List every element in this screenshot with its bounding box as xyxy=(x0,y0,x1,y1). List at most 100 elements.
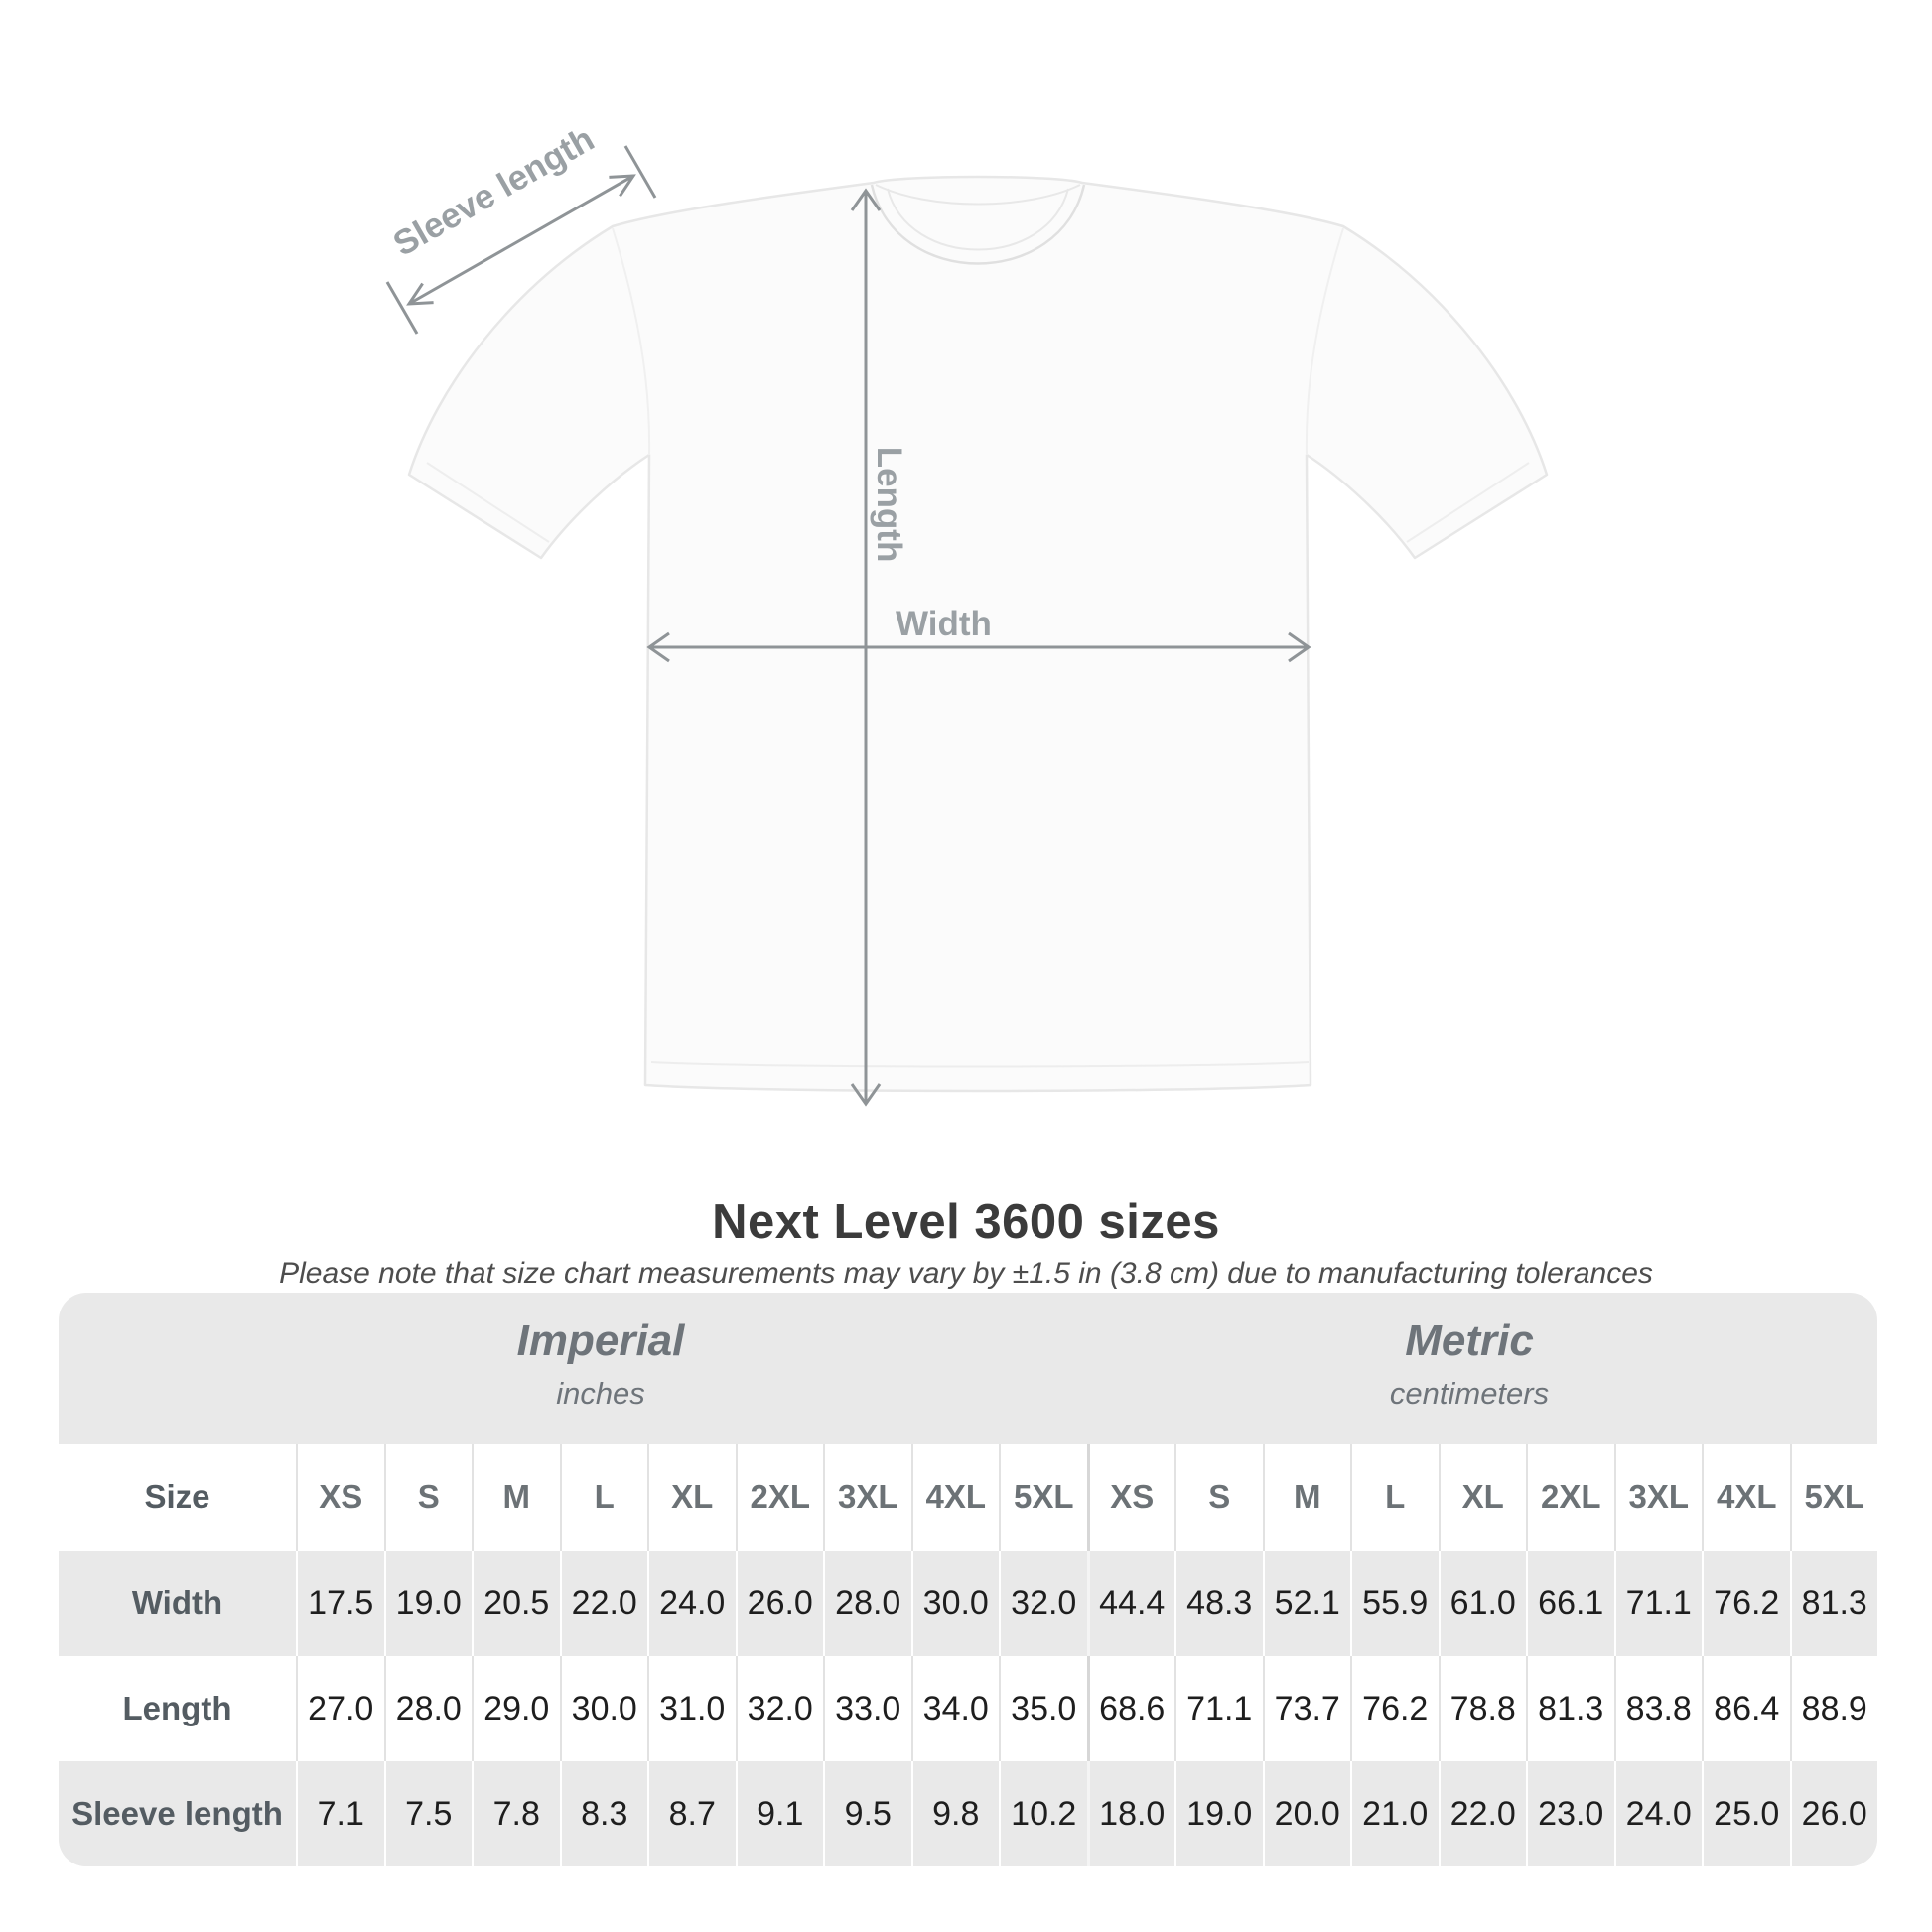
value-cell: 73.7 xyxy=(1262,1656,1351,1761)
value-cell: 61.0 xyxy=(1438,1551,1527,1656)
value-cell: 24.0 xyxy=(1613,1761,1703,1866)
size-col-header-metric-2xl: 2XL xyxy=(1526,1444,1614,1551)
size-col-header-imperial-5xl: 5XL xyxy=(999,1444,1087,1551)
imperial-unit-header: Imperial inches xyxy=(517,1316,685,1412)
value-cell: 22.0 xyxy=(1438,1761,1527,1866)
imperial-unit-label: inches xyxy=(556,1376,645,1411)
size-table: Imperial inches Metric centimeters Size … xyxy=(59,1293,1877,1866)
width-label: Width xyxy=(896,605,992,643)
value-cell: 17.5 xyxy=(296,1551,384,1656)
value-cell: 81.3 xyxy=(1526,1656,1614,1761)
size-col-header-metric-xl: XL xyxy=(1438,1444,1527,1551)
left-sleeve-seam xyxy=(612,227,651,456)
value-cell: 81.3 xyxy=(1789,1551,1878,1656)
unit-header-band: Imperial inches Metric centimeters xyxy=(59,1293,1877,1444)
size-col-header-imperial-xs: XS xyxy=(296,1444,384,1551)
row-label-sleeve-length: Sleeve length xyxy=(71,1795,283,1832)
value-cell: 10.2 xyxy=(999,1761,1087,1866)
value-cell: 32.0 xyxy=(999,1551,1087,1656)
tshirt-illustration xyxy=(407,175,1549,1093)
value-cell: 78.8 xyxy=(1438,1656,1527,1761)
size-col-header-metric-m: M xyxy=(1262,1444,1351,1551)
value-cell: 71.1 xyxy=(1174,1656,1263,1761)
collar-rib-curve xyxy=(887,188,1069,251)
value-cell: 32.0 xyxy=(735,1656,824,1761)
size-col-header-imperial-s: S xyxy=(383,1444,473,1551)
value-cell: 86.4 xyxy=(1702,1656,1790,1761)
sleeve-length-label: Sleeve length xyxy=(387,119,601,264)
value-cell: 55.9 xyxy=(1350,1551,1439,1656)
value-cell: 9.1 xyxy=(735,1761,824,1866)
value-cell: 30.0 xyxy=(910,1551,1000,1656)
page-title: Next Level 3600 sizes xyxy=(712,1195,1220,1249)
value-cell: 52.1 xyxy=(1262,1551,1351,1656)
value-cell: 28.0 xyxy=(383,1656,473,1761)
size-col-header-metric-xs: XS xyxy=(1086,1444,1175,1551)
value-cell: 30.0 xyxy=(559,1656,648,1761)
size-col-header-metric-5xl: 5XL xyxy=(1789,1444,1878,1551)
value-cell: 19.0 xyxy=(383,1551,473,1656)
value-cell: 83.8 xyxy=(1613,1656,1703,1761)
sleeve-length-arrow xyxy=(385,145,657,335)
value-cell: 27.0 xyxy=(296,1656,384,1761)
value-cell: 24.0 xyxy=(647,1551,736,1656)
value-cell: 22.0 xyxy=(559,1551,648,1656)
table-row-width: Width 17.5 19.0 20.5 22.0 24.0 26.0 28.0 30.0 32… xyxy=(59,1551,1877,1656)
right-cuff-stitch xyxy=(1406,462,1530,543)
value-cell: 26.0 xyxy=(1789,1761,1878,1866)
metric-unit-header: Metric centimeters xyxy=(1390,1316,1549,1412)
value-cell: 76.2 xyxy=(1350,1656,1439,1761)
width-arrow xyxy=(646,631,1311,663)
value-cell: 7.5 xyxy=(383,1761,473,1866)
value-cell: 29.0 xyxy=(472,1656,560,1761)
table-row-length: Length 27.0 28.0 29.0 30.0 31.0 32.0 33.0 34.0 3… xyxy=(59,1656,1877,1761)
hem-stitch xyxy=(650,1061,1310,1068)
imperial-label: Imperial xyxy=(516,1316,685,1365)
value-cell: 25.0 xyxy=(1702,1761,1790,1866)
size-col-header-metric-l: L xyxy=(1350,1444,1439,1551)
value-cell: 68.6 xyxy=(1086,1656,1175,1761)
value-cell: 48.3 xyxy=(1174,1551,1263,1656)
value-cell: 20.5 xyxy=(472,1551,560,1656)
table-row-sleeve-length: Sleeve length 7.1 7.5 7.8 8.3 8.7 9.1 9.5 9.8 10… xyxy=(59,1761,1877,1866)
size-col-header-metric-s: S xyxy=(1174,1444,1263,1551)
value-cell: 33.0 xyxy=(823,1656,911,1761)
size-header-row: Size XS S M L XL 2XL 3XL 4XL 5XL XS S M L XL 2XL 3XL 4XL… xyxy=(59,1444,1877,1551)
value-cell: 20.0 xyxy=(1262,1761,1351,1866)
value-cell: 76.2 xyxy=(1702,1551,1790,1656)
length-label: Length xyxy=(870,447,908,563)
value-cell: 9.8 xyxy=(910,1761,1000,1866)
value-cell: 8.7 xyxy=(647,1761,736,1866)
size-col-header-imperial-3xl: 3XL xyxy=(823,1444,911,1551)
size-col-header-imperial-m: M xyxy=(472,1444,560,1551)
value-cell: 44.4 xyxy=(1086,1551,1175,1656)
value-cell: 9.5 xyxy=(823,1761,911,1866)
left-cuff-stitch xyxy=(426,462,550,543)
value-cell: 21.0 xyxy=(1350,1761,1439,1866)
value-cell: 18.0 xyxy=(1086,1761,1175,1866)
value-cell: 71.1 xyxy=(1613,1551,1703,1656)
value-cell: 34.0 xyxy=(910,1656,1000,1761)
right-sleeve-seam xyxy=(1305,227,1344,456)
value-cell: 66.1 xyxy=(1526,1551,1614,1656)
size-col-header-imperial-4xl: 4XL xyxy=(910,1444,1000,1551)
size-col-header-imperial-xl: XL xyxy=(647,1444,736,1551)
size-col-header-imperial-l: L xyxy=(559,1444,648,1551)
row-label-length: Length xyxy=(122,1690,232,1726)
size-col-header-imperial-2xl: 2XL xyxy=(735,1444,824,1551)
value-cell: 88.9 xyxy=(1789,1656,1878,1761)
metric-unit-label: centimeters xyxy=(1389,1376,1550,1411)
value-cell: 19.0 xyxy=(1174,1761,1263,1866)
value-cell: 23.0 xyxy=(1526,1761,1614,1866)
metric-label: Metric xyxy=(1405,1316,1534,1365)
page-subtitle: Please note that size chart measurements… xyxy=(279,1257,1653,1290)
collar-outer-curve xyxy=(870,184,1086,265)
value-cell: 8.3 xyxy=(559,1761,648,1866)
collar-back-curve xyxy=(875,184,1081,206)
value-cell: 28.0 xyxy=(823,1551,911,1656)
value-cell: 26.0 xyxy=(735,1551,824,1656)
value-cell: 7.8 xyxy=(472,1761,560,1866)
size-col-header-metric-4xl: 4XL xyxy=(1702,1444,1790,1551)
